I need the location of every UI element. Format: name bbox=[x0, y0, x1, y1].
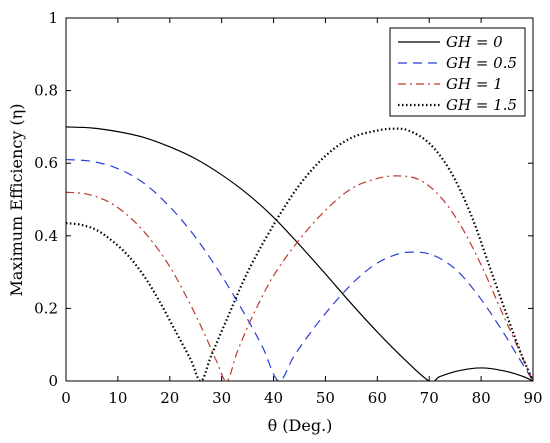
x-tick-label: 10 bbox=[108, 389, 127, 407]
tick-labels-layer: 0 10 20 30 40 50 60 70 80 90 0 0.2 0.4 0.6 0.8 1 bbox=[34, 9, 542, 407]
legend-label: GH = 1.5 bbox=[446, 96, 517, 114]
y-tick-label: 1 bbox=[48, 9, 58, 27]
legend-box bbox=[389, 27, 526, 117]
series-layer bbox=[66, 126, 533, 381]
x-tick-label: 70 bbox=[420, 389, 439, 407]
y-axis-label: Maximum Efficiency (η) bbox=[7, 104, 26, 297]
series-line-1 bbox=[66, 158, 533, 381]
legend: GH = 0 GH = 0.5 GH = 1 GH = 1.5 bbox=[389, 27, 526, 117]
y-tick-label: 0.4 bbox=[34, 227, 58, 245]
legend-label: GH = 1 bbox=[446, 75, 503, 93]
y-tick-label: 0 bbox=[48, 372, 58, 390]
series-line-2 bbox=[66, 175, 533, 381]
x-tick-label: 90 bbox=[523, 389, 542, 407]
ticks-layer bbox=[65, 17, 534, 382]
plot-frame bbox=[65, 17, 534, 382]
x-tick-label: 80 bbox=[472, 389, 491, 407]
series-line-3 bbox=[66, 127, 533, 381]
series-line-0 bbox=[66, 126, 533, 381]
x-tick-label: 40 bbox=[264, 389, 283, 407]
legend-label: GH = 0 bbox=[446, 33, 503, 51]
x-tick-label: 50 bbox=[316, 389, 335, 407]
y-tick-label: 0.2 bbox=[34, 299, 58, 317]
y-tick-label: 0.6 bbox=[34, 154, 58, 172]
x-axis-label: θ (Deg.) bbox=[268, 416, 333, 435]
y-tick-label: 0.8 bbox=[34, 82, 58, 100]
legend-label: GH = 0.5 bbox=[446, 54, 517, 72]
x-tick-label: 20 bbox=[160, 389, 179, 407]
x-tick-label: 60 bbox=[368, 389, 387, 407]
x-tick-label: 30 bbox=[212, 389, 231, 407]
x-tick-label: 0 bbox=[61, 389, 71, 407]
